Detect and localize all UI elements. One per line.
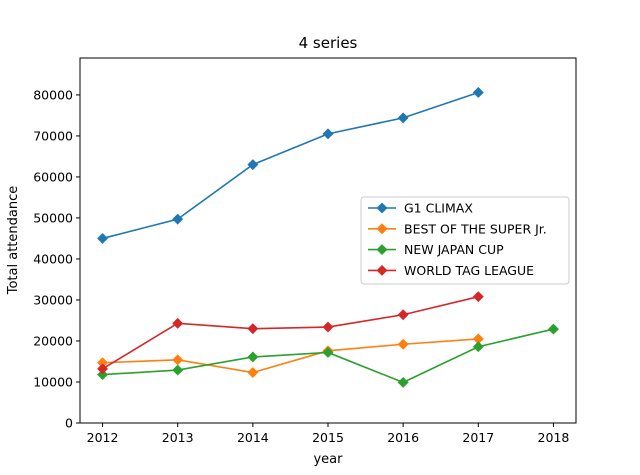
legend-item-g1-climax: G1 CLIMAX: [368, 201, 473, 216]
legend-marker: [376, 244, 388, 256]
x-tick-label: 2012: [87, 430, 119, 445]
y-axis-label: Total attendance: [6, 186, 21, 296]
legend-label: WORLD TAG LEAGUE: [404, 263, 534, 278]
legend-marker: [376, 223, 388, 235]
data-point: [397, 112, 409, 124]
data-point: [247, 367, 259, 379]
y-tick-label: 60000: [33, 169, 73, 184]
x-tick-label: 2013: [162, 430, 194, 445]
data-point: [322, 128, 334, 140]
y-axis: 0 10000 20000 30000 40000 50000 60000 70000 8000…: [33, 87, 80, 431]
data-point: [472, 341, 484, 353]
data-point: [397, 376, 409, 388]
data-point: [172, 213, 184, 225]
data-point: [397, 338, 409, 350]
x-tick-label: 2016: [387, 430, 419, 445]
series-layer: [96, 86, 560, 388]
x-tick-label: 2017: [462, 430, 494, 445]
data-point: [247, 159, 259, 171]
data-point: [172, 317, 184, 329]
series-world-tag-league: [96, 291, 484, 375]
data-point: [247, 351, 259, 363]
chart-title: 4 series: [299, 34, 358, 52]
legend-marker: [376, 202, 388, 214]
series-line: [102, 295, 479, 370]
series-new-japan-cup: [96, 323, 560, 388]
legend-item-world-tag-league: WORLD TAG LEAGUE: [368, 263, 534, 278]
legend-box: [360, 196, 570, 285]
y-tick-label: 70000: [33, 128, 73, 143]
series-g1-climax: [96, 86, 484, 245]
x-tick-label: 2014: [237, 430, 269, 445]
y-tick-label: 80000: [33, 87, 73, 102]
y-tick-label: 0: [65, 416, 73, 431]
legend-item-best-of-the-super-jr: BEST OF THE SUPER Jr.: [368, 221, 547, 236]
data-point: [322, 321, 334, 333]
legend-label: G1 CLIMAX: [404, 201, 473, 216]
data-point: [96, 369, 109, 381]
data-point: [172, 364, 184, 376]
data-point: [322, 346, 334, 359]
data-point: [472, 291, 484, 303]
y-tick-label: 30000: [33, 292, 73, 307]
legend-label: BEST OF THE SUPER Jr.: [404, 221, 547, 236]
data-point: [397, 309, 409, 321]
legend-marker: [376, 264, 388, 276]
series-line: [102, 91, 479, 240]
y-tick-label: 40000: [33, 251, 73, 266]
x-tick-label: 2015: [312, 430, 344, 445]
y-tick-label: 20000: [33, 333, 73, 348]
y-tick-label: 50000: [33, 210, 73, 225]
y-tick-label: 10000: [33, 374, 73, 389]
data-point: [247, 323, 259, 335]
x-axis: 2012 2013 2014 2015 2016 2017 2018: [87, 423, 570, 445]
x-axis-label: year: [313, 452, 343, 467]
x-tick-label: 2018: [538, 430, 570, 445]
data-point: [96, 363, 109, 375]
legend-label: NEW JAPAN CUP: [404, 242, 504, 257]
data-point: [96, 232, 109, 245]
legend: G1 CLIMAX BEST OF THE SUPER Jr. NEW JAPAN …: [360, 196, 570, 285]
data-point: [547, 323, 560, 335]
series-line: [102, 338, 479, 374]
legend-item-new-japan-cup: NEW JAPAN CUP: [368, 242, 504, 257]
data-point: [472, 86, 484, 99]
